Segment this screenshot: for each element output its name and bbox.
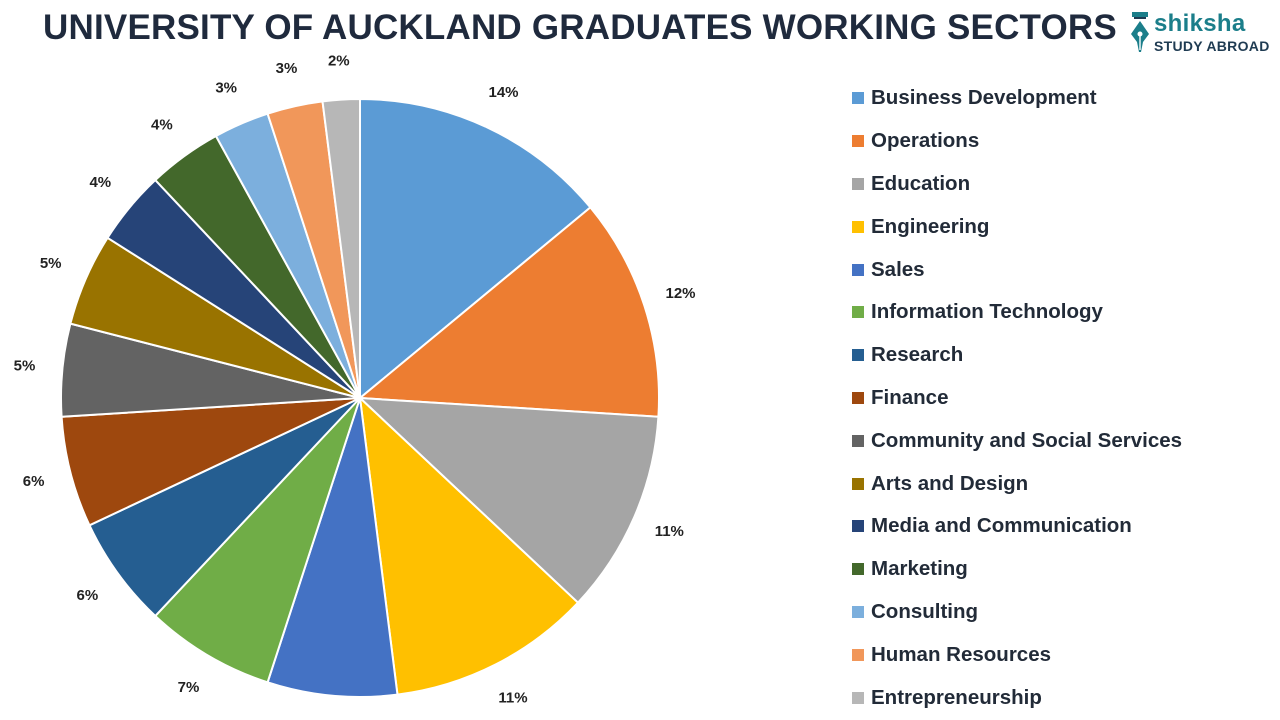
slice-data-label: 6% — [23, 473, 45, 490]
legend-item: Marketing — [852, 548, 1182, 591]
legend-item: Business Development — [852, 77, 1182, 120]
legend-item: Consulting — [852, 591, 1182, 634]
legend-swatch — [852, 92, 864, 105]
legend-item: Information Technology — [852, 291, 1182, 334]
pie-slice — [266, 397, 399, 698]
legend-item: Human Resources — [852, 633, 1182, 676]
legend-item: Community and Social Services — [852, 419, 1182, 462]
logo-subtitle: STUDY ABROAD — [1154, 38, 1270, 54]
legend-swatch — [852, 349, 864, 362]
legend-swatch — [852, 306, 864, 319]
shiksha-logo[interactable]: shiksha STUDY ABROAD — [1128, 10, 1270, 58]
legend-label: Research — [871, 343, 964, 367]
slice-data-label: 11% — [655, 523, 684, 540]
pie-slice — [357, 206, 660, 418]
legend-label: Arts and Design — [871, 471, 1029, 495]
legend-label: Operations — [871, 129, 980, 153]
legend-item: Media and Communication — [852, 505, 1182, 548]
legend-label: Consulting — [871, 599, 979, 623]
legend-item: Research — [852, 334, 1182, 377]
legend-item: Operations — [852, 120, 1182, 163]
legend-label: Finance — [871, 385, 949, 409]
legend-item: Arts and Design — [852, 462, 1182, 505]
legend-swatch — [852, 477, 864, 490]
legend-item: Engineering — [852, 205, 1182, 248]
slice-data-label: 4% — [151, 116, 173, 133]
legend-swatch — [852, 520, 864, 533]
legend-label: Human Resources — [871, 642, 1052, 666]
chart-legend: Business Development Operations Education E… — [852, 77, 1182, 719]
pie-chart: 14%12%11%11%7%7%6%6%5%5%4%4%3%3%2% — [14, 53, 696, 707]
slice-data-label: 5% — [40, 255, 62, 272]
legend-label: Engineering — [871, 214, 990, 238]
pie-slice — [357, 396, 660, 605]
slice-data-label: 6% — [77, 587, 99, 604]
slice-data-label: 7% — [178, 679, 200, 696]
chart-title: UNIVERSITY OF AUCKLAND GRADUATES WORKING… — [43, 8, 1117, 47]
legend-swatch — [852, 220, 864, 233]
legend-label: Community and Social Services — [871, 428, 1183, 452]
legend-label: Sales — [871, 257, 925, 281]
pie-slice — [358, 395, 580, 696]
legend-swatch — [852, 177, 864, 190]
slice-data-label: 11% — [498, 689, 527, 706]
slice-data-label: 4% — [89, 174, 111, 191]
slice-data-label: 14% — [488, 84, 518, 101]
legend-label: Business Development — [871, 86, 1097, 110]
slice-data-label: 2% — [328, 53, 350, 70]
legend-label: Education — [871, 171, 971, 195]
legend-swatch — [852, 263, 864, 276]
fountain-pen-nib-icon — [1131, 12, 1149, 52]
pie-slice — [359, 97, 592, 401]
legend-item: Sales — [852, 248, 1182, 291]
legend-item: Entrepreneurship — [852, 676, 1182, 719]
legend-swatch — [852, 691, 864, 704]
legend-swatch — [852, 605, 864, 618]
pie-slice — [321, 97, 361, 399]
legend-swatch — [852, 434, 864, 447]
legend-swatch — [852, 135, 864, 148]
slice-data-label: 3% — [215, 80, 237, 97]
slice-data-label: 5% — [14, 357, 36, 374]
legend-label: Media and Communication — [871, 514, 1132, 538]
logo-brand-text: shiksha — [1154, 10, 1246, 37]
legend-item: Finance — [852, 377, 1182, 420]
legend-label: Marketing — [871, 557, 968, 581]
legend-label: Information Technology — [871, 300, 1103, 324]
slice-data-label: 3% — [276, 60, 298, 77]
slice-data-label: 12% — [665, 285, 695, 302]
legend-item: Education — [852, 163, 1182, 206]
legend-swatch — [852, 563, 864, 576]
legend-label: Entrepreneurship — [871, 685, 1042, 709]
legend-swatch — [852, 391, 864, 404]
pie-slice — [153, 397, 361, 684]
legend-swatch — [852, 648, 864, 661]
